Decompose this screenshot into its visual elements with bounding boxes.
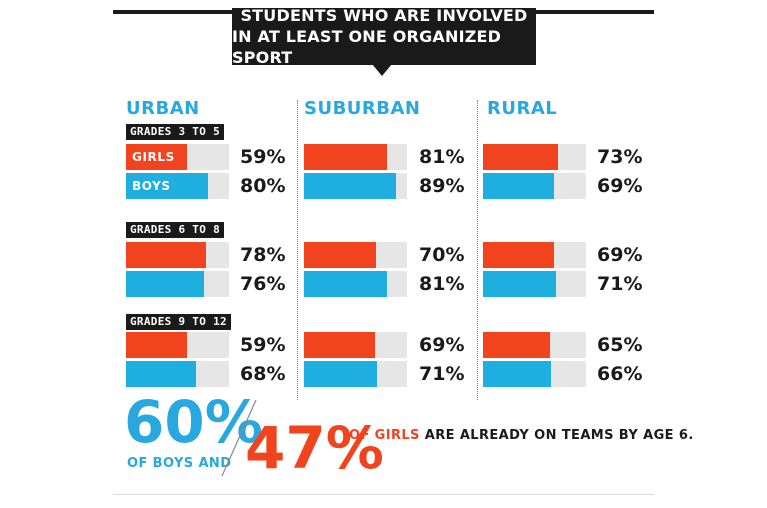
boys-bar: BOYS xyxy=(126,173,209,199)
bar-track xyxy=(483,271,586,297)
boys-percent-label: 81% xyxy=(419,273,465,295)
boys-percent-label: 80% xyxy=(240,175,286,197)
boys-bar xyxy=(126,361,197,387)
boys-percent-label: 66% xyxy=(597,363,643,385)
bar-track xyxy=(483,173,586,199)
boys-percent-label: 69% xyxy=(597,175,643,197)
boys-bar xyxy=(304,173,396,199)
boys-bar xyxy=(304,271,388,297)
divider-line xyxy=(221,399,257,477)
boys-bar xyxy=(304,361,378,387)
girls-bar xyxy=(483,144,559,170)
bar-track xyxy=(304,144,407,170)
girls-bar xyxy=(483,242,555,268)
chart-title: STUDENTS WHO ARE INVOLVED IN AT LEAST ON… xyxy=(232,6,536,67)
boys-percent-label: 76% xyxy=(240,273,286,295)
grade-group-label: GRADES 6 TO 8 xyxy=(126,222,224,238)
boys-bar xyxy=(126,271,205,297)
girls-bar: GIRLS xyxy=(126,144,187,170)
boys-age6-text: OF BOYS AND xyxy=(127,456,232,471)
girls-percent-label: 65% xyxy=(597,334,643,356)
girls-age6-percent: 47% xyxy=(245,414,384,482)
girls-percent-label: 59% xyxy=(240,334,286,356)
boys-percent-label: 89% xyxy=(419,175,465,197)
girls-bar xyxy=(304,332,376,358)
boys-percent-label: 68% xyxy=(240,363,286,385)
girls-bar xyxy=(126,242,207,268)
girls-label: GIRLS xyxy=(132,150,175,164)
bar-track xyxy=(304,173,407,199)
girls-percent-label: 59% xyxy=(240,146,286,168)
bar-track xyxy=(126,242,229,268)
bar-track xyxy=(483,242,586,268)
girls-percent-label: 78% xyxy=(240,244,286,266)
region-separator xyxy=(477,100,478,400)
bottom-rule xyxy=(113,494,654,495)
girls-highlight: OF GIRLS xyxy=(349,428,420,443)
boys-bar xyxy=(483,173,555,199)
bar-track xyxy=(126,271,229,297)
girls-percent-label: 69% xyxy=(419,334,465,356)
bar-track xyxy=(126,361,229,387)
girls-percent-label: 70% xyxy=(419,244,465,266)
girls-bar xyxy=(304,144,388,170)
boys-age6-percent: 60% xyxy=(124,388,263,456)
bar-track xyxy=(304,332,407,358)
girls-bar xyxy=(483,332,550,358)
bar-track xyxy=(126,332,229,358)
title-line-1: STUDENTS WHO ARE INVOLVED xyxy=(240,6,528,25)
title-line-2: IN AT LEAST ONE ORGANIZED SPORT xyxy=(232,27,502,67)
bar-track xyxy=(304,271,407,297)
girls-age6-text: OF GIRLS ARE ALREADY ON TEAMS BY AGE 6. xyxy=(349,428,694,443)
girls-bar xyxy=(304,242,377,268)
bar-track: BOYS xyxy=(126,173,229,199)
grade-group-label: GRADES 3 TO 5 xyxy=(126,124,224,140)
boys-label: BOYS xyxy=(132,179,171,193)
bar-track xyxy=(304,361,407,387)
region-separator xyxy=(297,100,298,400)
boys-bar xyxy=(483,271,557,297)
title-pointer xyxy=(372,64,392,76)
grade-group-label: GRADES 9 TO 12 xyxy=(126,314,231,330)
girls-bar xyxy=(126,332,187,358)
region-label-rural: RURAL xyxy=(487,98,558,119)
girls-rest: ARE ALREADY ON TEAMS BY AGE 6. xyxy=(419,428,694,443)
bar-track xyxy=(483,361,586,387)
region-label-urban: URBAN xyxy=(126,98,200,119)
boys-percent-label: 71% xyxy=(597,273,643,295)
boys-percent-label: 71% xyxy=(419,363,465,385)
boys-bar xyxy=(483,361,551,387)
girls-percent-label: 73% xyxy=(597,146,643,168)
bar-track: GIRLS xyxy=(126,144,229,170)
girls-percent-label: 69% xyxy=(597,244,643,266)
girls-percent-label: 81% xyxy=(419,146,465,168)
region-label-suburban: SUBURBAN xyxy=(304,98,421,119)
bar-track xyxy=(483,332,586,358)
bar-track xyxy=(304,242,407,268)
bar-track xyxy=(483,144,586,170)
diagonal-divider xyxy=(221,399,257,477)
